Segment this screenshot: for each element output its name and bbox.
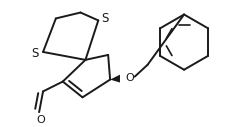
Text: S: S (31, 47, 39, 60)
Polygon shape (110, 75, 120, 83)
Text: S: S (101, 12, 109, 25)
Text: O: O (37, 115, 46, 125)
Text: O: O (126, 73, 134, 83)
